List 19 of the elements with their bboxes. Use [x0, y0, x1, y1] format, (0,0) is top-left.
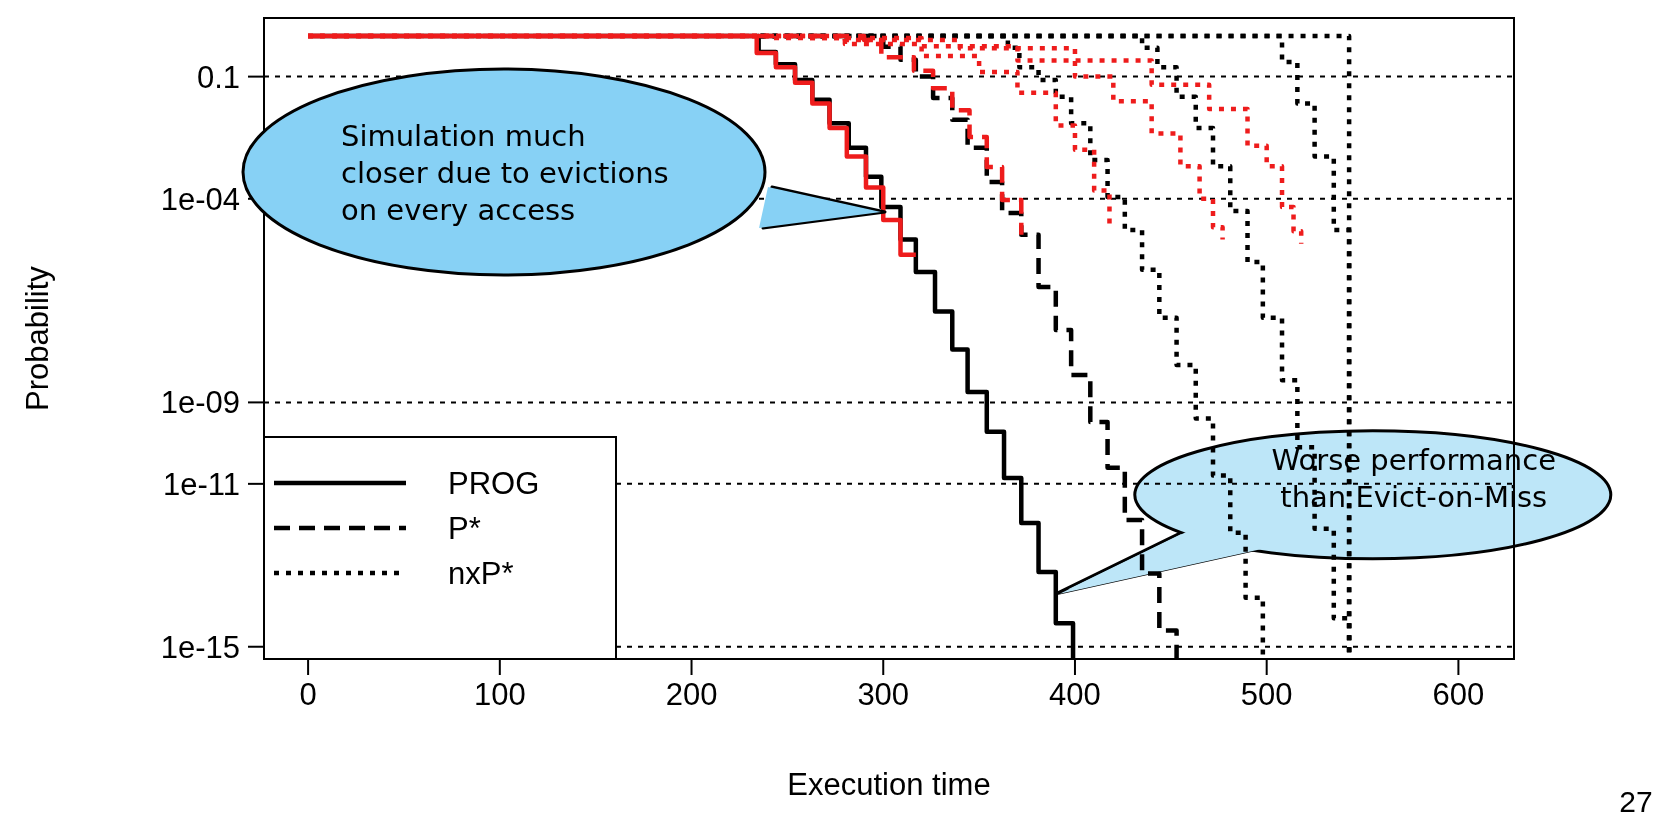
x-tick-label: 200	[665, 677, 718, 713]
x-axis-title: Execution time	[787, 767, 991, 802]
y-tick-label: 1e-15	[160, 629, 240, 665]
x-tick-label: 0	[299, 677, 317, 713]
legend-label: PROG	[448, 465, 540, 501]
annotation: Simulation much closer due to evictions on every access	[341, 118, 670, 229]
y-tick-label: 1e-09	[160, 385, 240, 421]
y-tick-label: 0.1	[196, 59, 240, 95]
legend-label: P*	[448, 510, 481, 546]
x-tick-label: 300	[857, 677, 910, 713]
y-axis-title: Probability	[20, 265, 55, 411]
text: 27	[1619, 785, 1653, 818]
legend-label: nxP*	[448, 555, 514, 591]
x-tick-label: 100	[473, 677, 526, 713]
y-tick-label: 1e-04	[160, 181, 240, 217]
x-tick-label: 500	[1240, 677, 1293, 713]
x-tick-label: 600	[1432, 677, 1485, 713]
y-tick-label: 1e-11	[163, 466, 240, 502]
x-tick-label: 400	[1049, 677, 1101, 713]
